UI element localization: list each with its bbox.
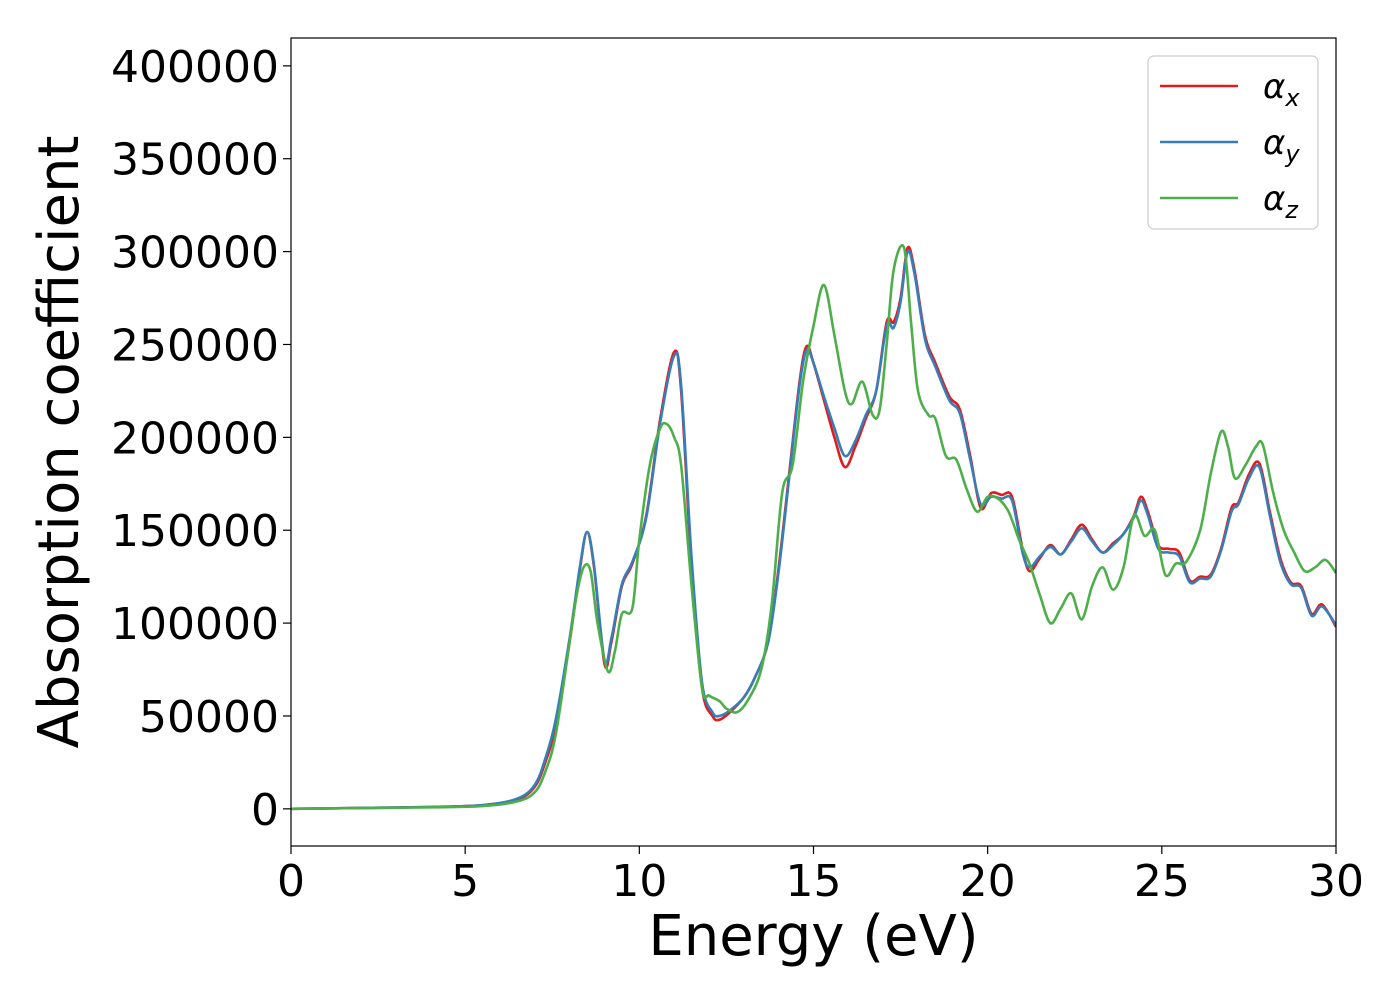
legend-label-sub: y: [1284, 140, 1300, 168]
x-tick-label: 5: [451, 856, 479, 907]
series-line-z: [291, 244, 1336, 811]
y-tick-label: 50000: [139, 692, 279, 743]
y-tick-label: 200000: [111, 413, 279, 464]
y-tick-label: 400000: [111, 42, 279, 93]
y-tick-label: 0: [251, 785, 279, 836]
y-tick-label: 250000: [111, 320, 279, 371]
series-line-y: [291, 249, 1336, 811]
x-tick-label: 15: [786, 856, 842, 907]
legend-label-x: αx: [1263, 67, 1300, 112]
legend-label-z: αz: [1263, 179, 1299, 224]
x-tick-label: 0: [277, 856, 305, 907]
x-tick-label: 25: [1134, 856, 1190, 907]
legend-label-base: α: [1263, 123, 1285, 163]
x-tick-label: 20: [960, 856, 1016, 907]
series-layer: [291, 244, 1336, 811]
y-tick-label: 150000: [111, 506, 279, 557]
y-tick-label: 100000: [111, 599, 279, 650]
legend-label-base: α: [1263, 179, 1285, 219]
x-tick-label: 30: [1308, 856, 1364, 907]
x-axis-label: Energy (eV): [648, 904, 978, 969]
y-axis-label: Absorption coefficient: [27, 136, 92, 749]
y-axis-ticks: 0 50000 100000 150000 200000 250000 300000 3500…: [111, 42, 291, 836]
x-axis-ticks: 0 5 10 15 20 25 30: [277, 846, 1364, 907]
legend-label-base: α: [1263, 67, 1285, 107]
legend-label-y: αy: [1263, 123, 1300, 168]
y-tick-label: 300000: [111, 228, 279, 279]
legend-label-sub: x: [1284, 84, 1300, 112]
legend-label-sub: z: [1284, 196, 1299, 224]
y-tick-label: 350000: [111, 135, 279, 186]
x-tick-label: 10: [611, 856, 667, 907]
